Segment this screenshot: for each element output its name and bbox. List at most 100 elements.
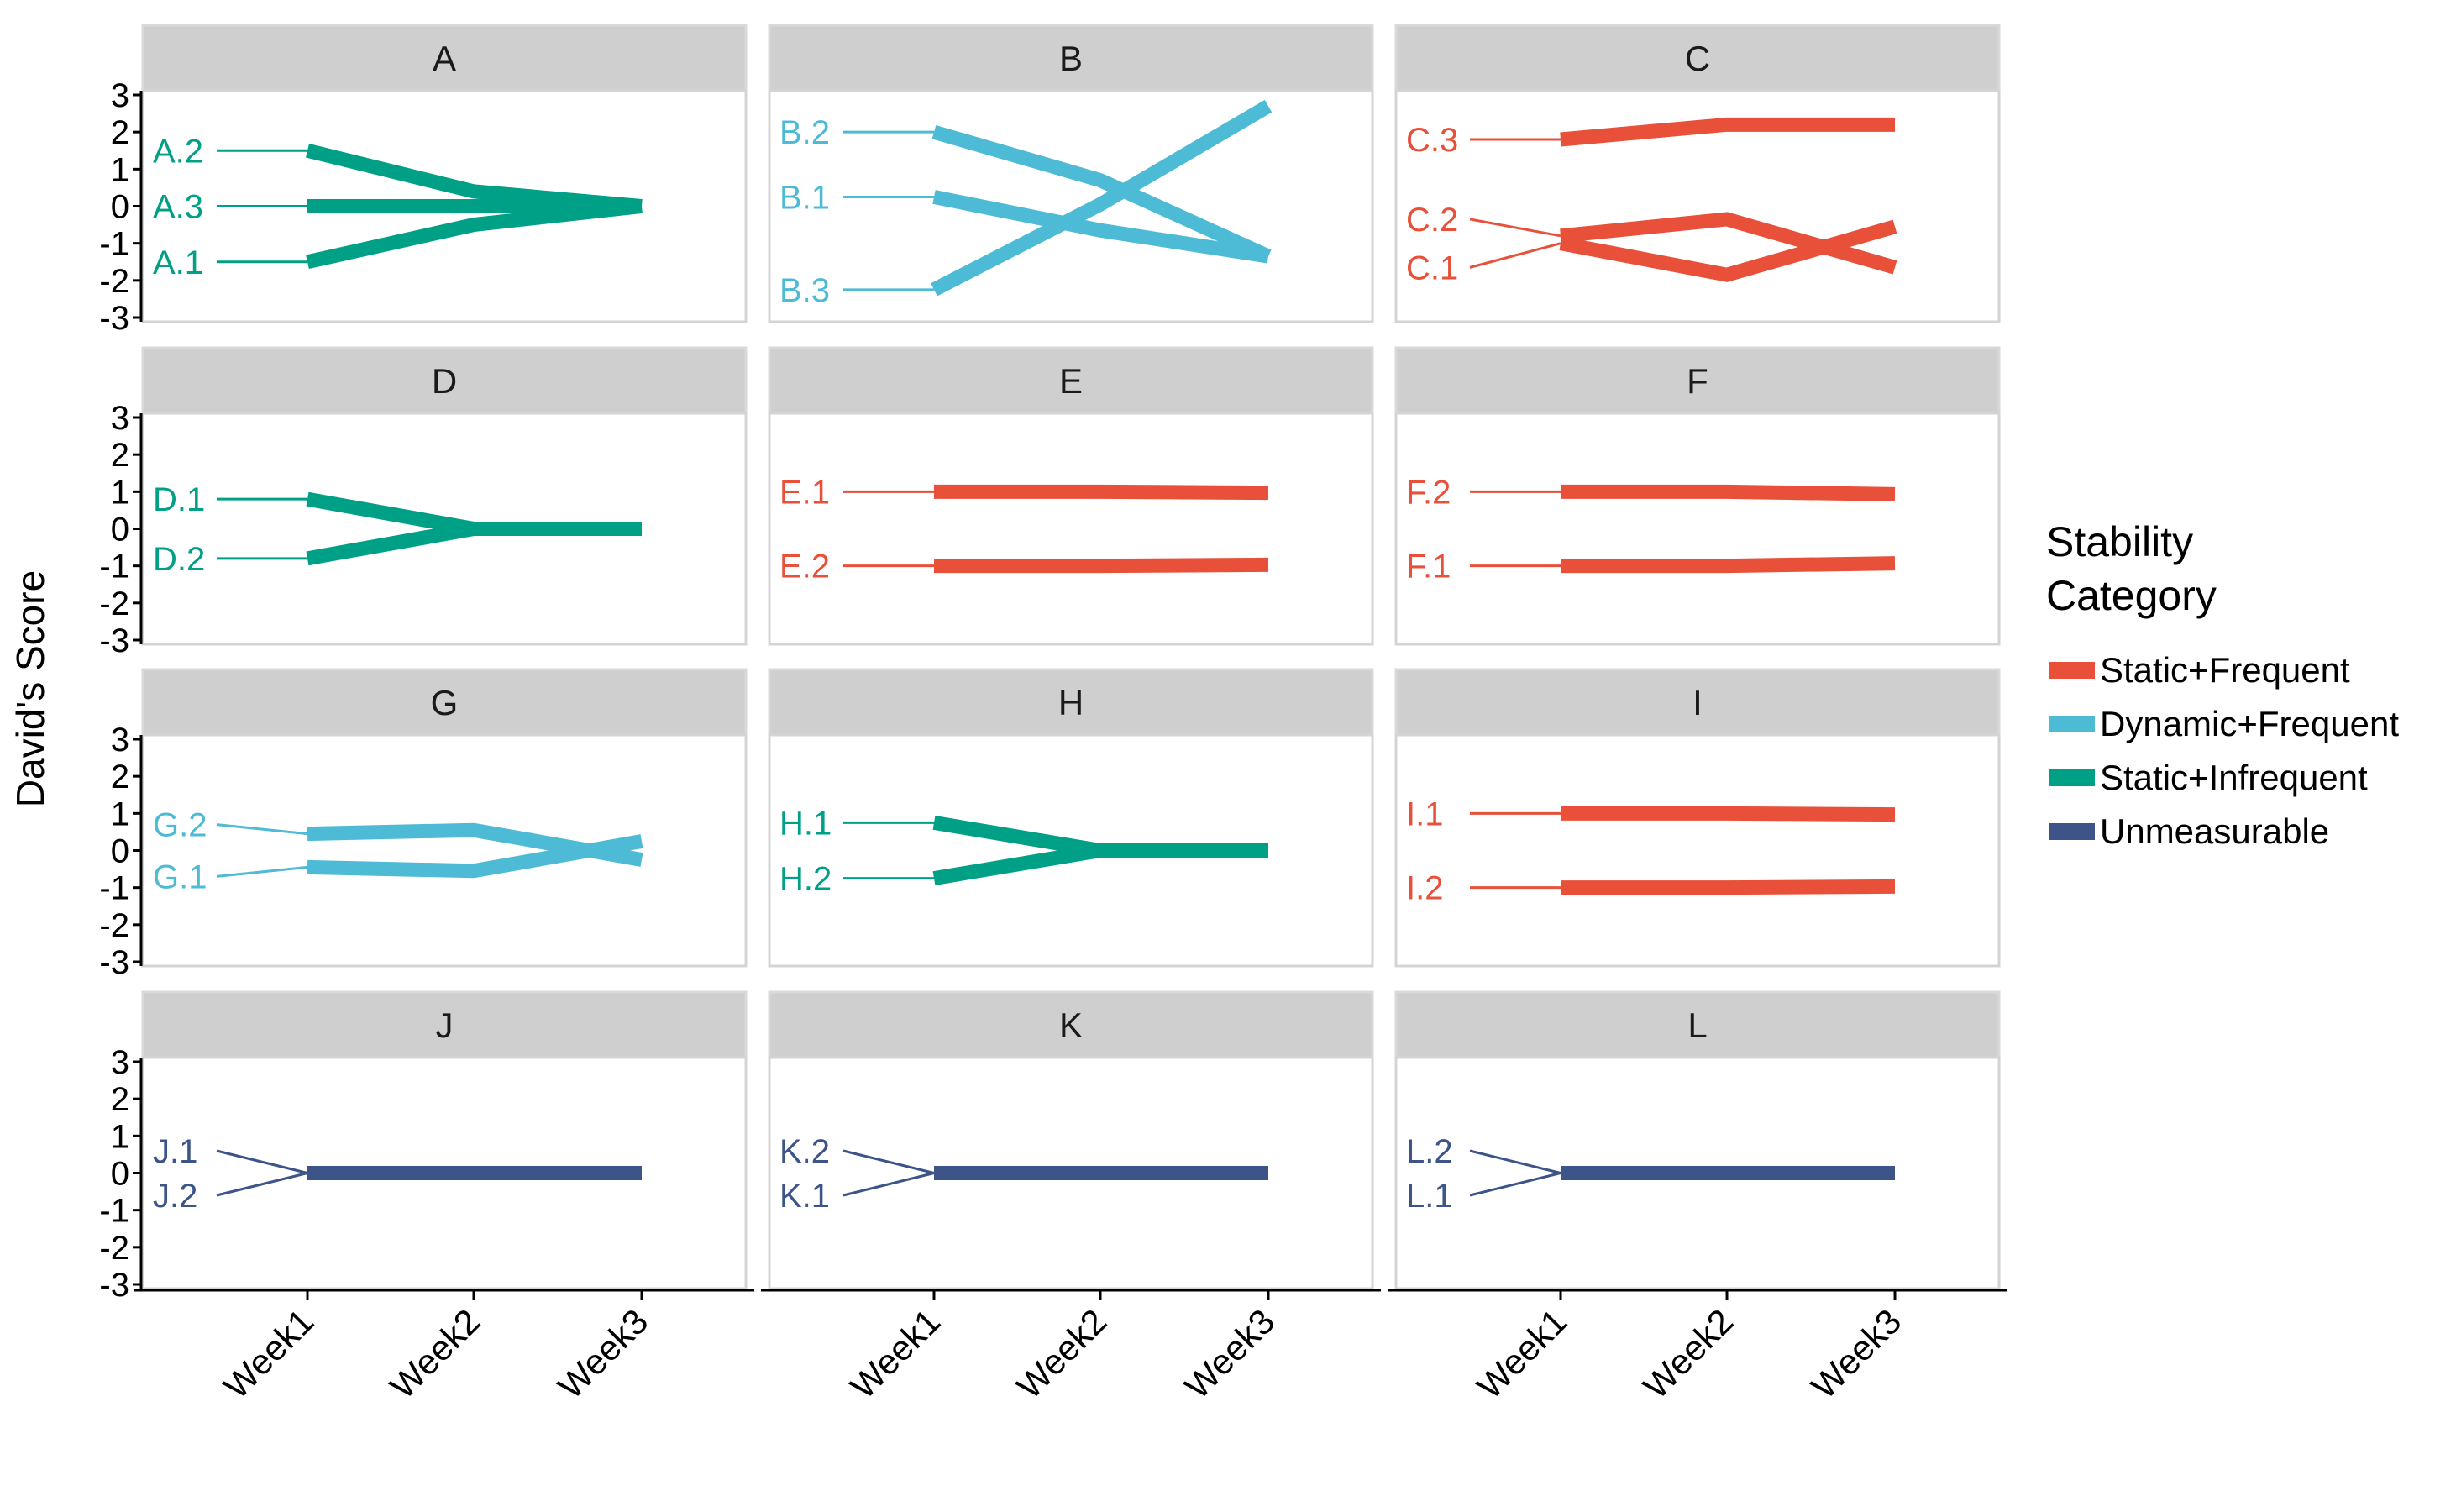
series-label: E.1: [779, 474, 830, 511]
x-tick-label: Week1: [842, 1301, 947, 1406]
series-line: [1561, 484, 1896, 501]
y-axis-title: David's Score: [8, 570, 52, 807]
series-line: [1560, 117, 1895, 147]
series-line: [1560, 212, 1897, 275]
series-line: [934, 557, 1269, 574]
panel-strip: [1394, 24, 2001, 92]
series-line: [934, 484, 1269, 501]
panel-b: B B.2 B.1 B.3: [768, 24, 1374, 323]
y-tick-label: 2: [111, 114, 129, 151]
series-label-leader: [216, 823, 308, 836]
panel-strip: [1394, 668, 2001, 737]
series-label: A.2: [153, 133, 203, 170]
panel-title: K: [1059, 1005, 1083, 1045]
series-label: L.2: [1406, 1133, 1453, 1170]
series-line: [932, 843, 1268, 886]
y-tick-label: 3: [111, 1044, 129, 1081]
series-label: H.1: [779, 805, 832, 842]
panel-strip: [141, 24, 748, 92]
series-label: K.1: [779, 1178, 830, 1215]
panel-l: L L.2 L.1: [1394, 990, 2001, 1290]
panel-title: E: [1059, 361, 1083, 401]
panel-plot-area: [768, 89, 1374, 323]
y-tick-label: -2: [99, 907, 129, 944]
series-label: D.2: [153, 541, 205, 578]
series-label: C.1: [1406, 249, 1458, 286]
panel-plot-area: [141, 733, 748, 968]
legend-swatch: [2049, 823, 2095, 840]
series-label-leader: [216, 865, 308, 878]
x-tick-label: Week3: [1803, 1301, 1908, 1406]
y-tick-label: -1: [99, 226, 129, 263]
y-tick-label: -2: [99, 1230, 129, 1267]
panel-a: A A.2 A.3 A.1: [141, 24, 748, 323]
legend-title-line: Category: [2046, 572, 2217, 619]
y-tick-label: 2: [111, 437, 129, 474]
y-tick-label: 0: [111, 512, 129, 549]
series-line: [306, 199, 643, 270]
panel-strip: [141, 346, 748, 415]
panel-title: C: [1685, 39, 1710, 78]
y-tick-label: 1: [111, 151, 129, 188]
series-line: [931, 125, 1272, 263]
y-tick-label: 1: [111, 795, 129, 832]
series-label: J.1: [153, 1133, 197, 1170]
panel-plot-area: [1394, 733, 2001, 968]
y-tick-label: -3: [99, 622, 129, 659]
legend-title-line: Stability: [2046, 518, 2193, 565]
series-line: [307, 834, 643, 879]
x-axis: Week1 Week2 Week3: [134, 1289, 754, 1406]
legend-label: Unmeasurable: [2100, 811, 2329, 851]
panel-k: K K.2 K.1: [768, 990, 1374, 1290]
series-label: F.2: [1406, 474, 1451, 511]
series-label: A.1: [153, 244, 203, 281]
series-line: [931, 99, 1273, 297]
panel-strip: [1394, 990, 2001, 1059]
series-label: I.1: [1406, 795, 1443, 832]
panel-f: F F.2 F.1: [1394, 346, 2001, 646]
panel-strip: [768, 346, 1374, 415]
series-label-leader: [1469, 242, 1561, 269]
series-label: K.2: [779, 1133, 830, 1170]
panel-title: H: [1058, 683, 1084, 722]
y-tick-label: -1: [99, 549, 129, 585]
legend-swatch: [2049, 662, 2095, 679]
x-axis: Week1 Week2 Week3: [761, 1289, 1381, 1406]
series-line: [306, 522, 642, 566]
series-label: I.2: [1406, 870, 1443, 907]
y-tick-label: 1: [111, 1118, 129, 1155]
panel-i: I I.1 I.2: [1394, 668, 2001, 968]
panel-e: E E.1 E.2: [768, 346, 1374, 646]
series-line: [1559, 219, 1897, 282]
series-label: B.2: [779, 114, 830, 151]
y-tick-label: -2: [99, 263, 129, 300]
y-tick-label: -3: [99, 1267, 129, 1304]
series-line: [1561, 556, 1896, 574]
y-tick-label: -3: [99, 944, 129, 981]
series-label-leader: [842, 1172, 935, 1197]
panel-strip: [1394, 346, 2001, 415]
panel-strip: [141, 668, 748, 737]
series-label-leader: [1469, 1149, 1561, 1174]
legend-swatch: [2049, 716, 2095, 732]
x-tick-label: Week3: [550, 1301, 655, 1406]
y-tick-label: 0: [111, 1156, 129, 1193]
x-tick-label: Week2: [1009, 1301, 1114, 1406]
series-line: [932, 190, 1270, 264]
series-label: C.3: [1406, 122, 1458, 159]
series-label-leader: [216, 1149, 308, 1174]
series-label: G.2: [153, 807, 207, 844]
panel-strip: [141, 990, 748, 1059]
panel-title: G: [431, 683, 459, 722]
series-label-leader: [1469, 218, 1561, 238]
series-label: L.1: [1406, 1178, 1453, 1215]
panel-plot-area: [1394, 412, 2001, 646]
panel-d: D D.1 D.2: [141, 346, 748, 646]
panel-title: L: [1687, 1005, 1707, 1045]
panel-strip: [768, 668, 1374, 737]
series-label: H.2: [779, 861, 832, 898]
